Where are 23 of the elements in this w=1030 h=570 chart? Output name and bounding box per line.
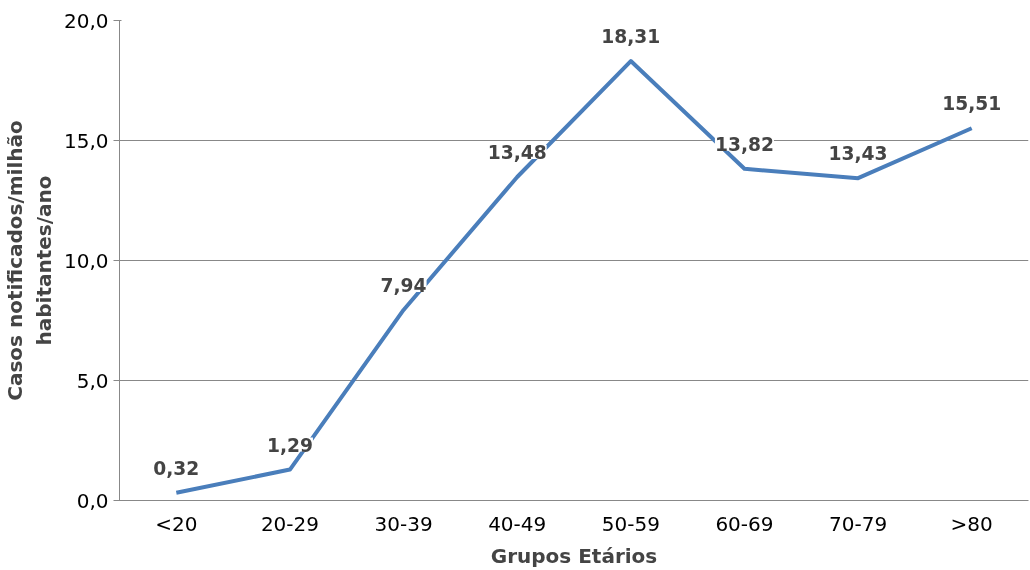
- data-label: 13,48: [487, 141, 547, 163]
- y-tick-label: 15,0: [63, 128, 109, 153]
- y-tick-label: 10,0: [63, 248, 109, 273]
- x-tick-label: 70-79: [829, 511, 888, 536]
- y-axis-title: Casos notificados/milhão habitantes/ano: [3, 120, 56, 401]
- data-label: 7,94: [380, 274, 427, 296]
- data-label: 15,51: [942, 93, 1002, 115]
- y-tick-label: 5,0: [76, 368, 109, 393]
- y-tick-label: 20,0: [63, 8, 109, 33]
- x-tick-label: 40-49: [488, 511, 547, 536]
- data-label: 13,43: [828, 143, 888, 165]
- x-tick-label: <20: [155, 511, 198, 536]
- data-label: 18,31: [601, 26, 661, 48]
- x-tick-label: 50-59: [601, 511, 660, 536]
- x-axis-title: Grupos Etários: [490, 543, 658, 568]
- x-tick-label: 20-29: [260, 511, 319, 536]
- x-tick-label: 30-39: [374, 511, 433, 536]
- data-label: 1,29: [266, 434, 313, 456]
- data-label: 0,32: [153, 457, 200, 479]
- data-label: 13,82: [714, 133, 774, 155]
- x-tick-label: >80: [950, 511, 993, 536]
- x-tick-label: 60-69: [715, 511, 774, 536]
- y-tick-label: 0,0: [76, 488, 109, 513]
